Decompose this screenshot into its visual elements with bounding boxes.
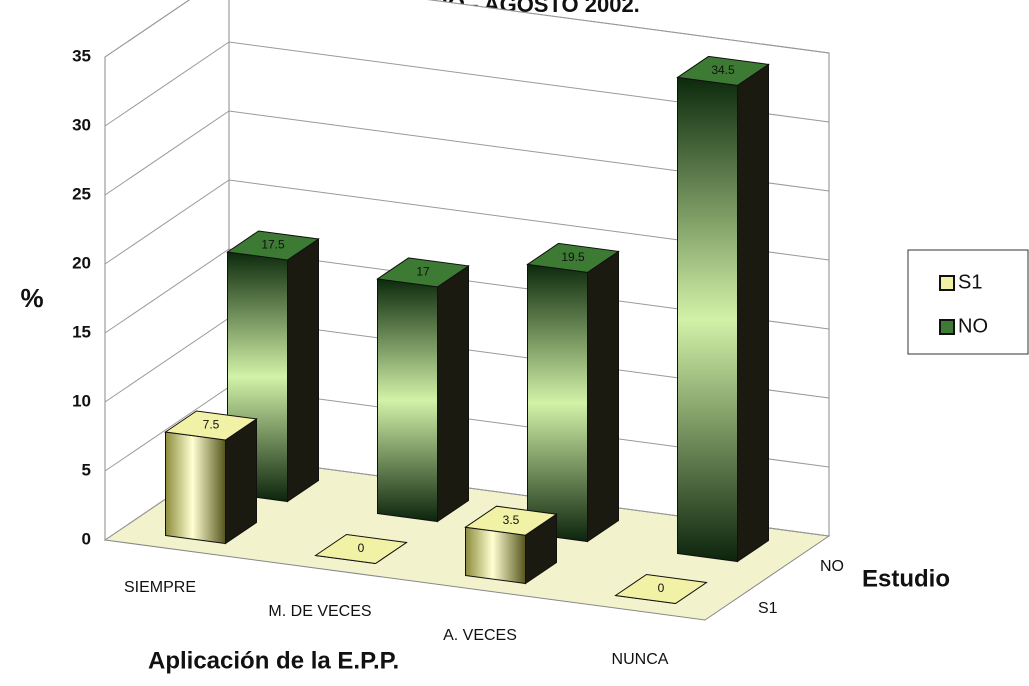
bar-front xyxy=(465,526,526,585)
bar xyxy=(526,242,620,543)
bar xyxy=(676,55,770,563)
legend-box xyxy=(907,249,1029,355)
bar xyxy=(614,573,708,605)
bar-top xyxy=(464,505,558,536)
legend-label: NO xyxy=(958,315,988,337)
bar-top xyxy=(226,230,320,261)
bar xyxy=(314,533,408,565)
x-tick-label: M. DE VECES xyxy=(268,603,371,620)
bar xyxy=(376,257,470,523)
legend-label: S1 xyxy=(958,271,982,293)
bar xyxy=(164,410,258,545)
bar-top xyxy=(676,55,770,86)
bar-side xyxy=(587,250,619,543)
y-tick-label: 20 xyxy=(72,253,91,272)
y-tick-label: 35 xyxy=(72,46,91,65)
value-label: 7.5 xyxy=(203,418,220,432)
value-label: 17.5 xyxy=(261,238,285,252)
legend-swatch xyxy=(939,275,955,291)
x-axis-label: Aplicación de la E.P.P. xyxy=(148,647,399,674)
value-label: 3.5 xyxy=(503,513,520,527)
bar-front xyxy=(377,278,438,523)
bar-side xyxy=(225,418,257,545)
bar-front xyxy=(677,76,738,563)
grid-line xyxy=(104,0,830,58)
bar-top xyxy=(526,242,620,273)
legend-swatch xyxy=(939,319,955,335)
bar-top xyxy=(314,533,408,565)
y-tick-label: 10 xyxy=(72,391,91,410)
depth-tick-label: S1 xyxy=(758,600,778,617)
grid-line xyxy=(104,179,830,265)
grid-line xyxy=(104,41,830,127)
depth-axis-label: Estudio xyxy=(862,565,950,592)
y-tick-label: 5 xyxy=(82,460,91,479)
value-label: 17 xyxy=(416,265,430,279)
bar-front xyxy=(527,263,588,543)
x-tick-label: SIEMPRE xyxy=(124,579,196,596)
y-tick-label: 0 xyxy=(82,529,91,548)
value-label: 34.5 xyxy=(711,63,735,77)
grid-line xyxy=(104,110,830,196)
bar-top xyxy=(376,257,470,288)
bar-top xyxy=(164,410,258,441)
x-tick-label: A. VECES xyxy=(443,627,517,644)
bar-front xyxy=(165,431,226,545)
value-label: 0 xyxy=(658,581,665,595)
bar xyxy=(464,505,558,585)
bar-side xyxy=(437,264,469,523)
bar-top xyxy=(614,573,708,605)
y-axis-label: % xyxy=(20,283,43,313)
x-tick-label: NUNCA xyxy=(612,651,669,668)
y-tick-label: 25 xyxy=(72,184,91,203)
depth-tick-label: NO xyxy=(820,558,844,575)
y-tick-label: 15 xyxy=(72,322,91,341)
value-label: 19.5 xyxy=(561,250,585,264)
value-label: 0 xyxy=(358,541,365,555)
bar-side xyxy=(737,63,769,563)
bar-side xyxy=(287,238,319,503)
grid-line xyxy=(104,248,830,334)
y-tick-label: 30 xyxy=(72,115,91,134)
